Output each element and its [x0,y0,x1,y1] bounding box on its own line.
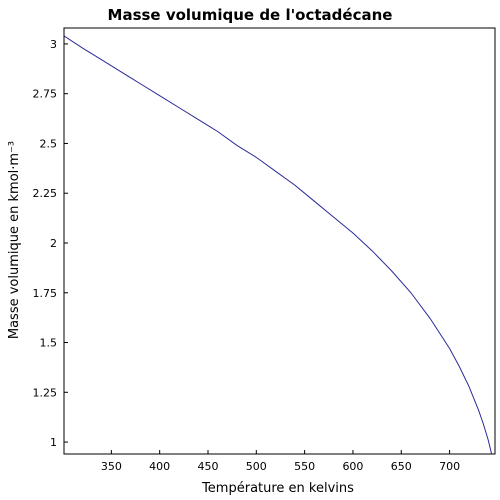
x-axis: 350 400 450 500 550 600 650 700 [101,450,460,473]
x-axis-label: Température en kelvins [201,481,354,496]
x-tick-label-650: 650 [391,460,412,473]
density-series-line [64,35,493,454]
chart-title: Masse volumique de l'octadécane [108,6,393,24]
x-tick-label-400: 400 [149,460,170,473]
y-tick-label-1_75: 1.75 [33,287,58,300]
y-tick-label-2_5: 2.5 [40,137,58,150]
y-axis-label: Masse volumique en kmol·m⁻³ [7,141,22,339]
x-tick-label-550: 550 [294,460,315,473]
y-tick-label-3: 3 [50,38,57,51]
y-axis: 1 1.25 1.5 1.75 2 2.25 2.5 2.75 3 [33,38,68,449]
y-tick-label-2_75: 2.75 [33,88,58,101]
x-tick-label-450: 450 [197,460,218,473]
y-tick-label-2_25: 2.25 [33,187,58,200]
y-tick-label-1_5: 1.5 [40,337,58,350]
y-tick-label-1_25: 1.25 [33,386,58,399]
x-tick-label-500: 500 [246,460,267,473]
y-tick-label-2: 2 [50,237,57,250]
x-tick-label-350: 350 [101,460,122,473]
x-tick-label-700: 700 [439,460,460,473]
series-layer [64,35,493,454]
y-tick-label-1: 1 [50,436,57,449]
plot-frame [63,27,496,455]
x-tick-label-600: 600 [342,460,363,473]
